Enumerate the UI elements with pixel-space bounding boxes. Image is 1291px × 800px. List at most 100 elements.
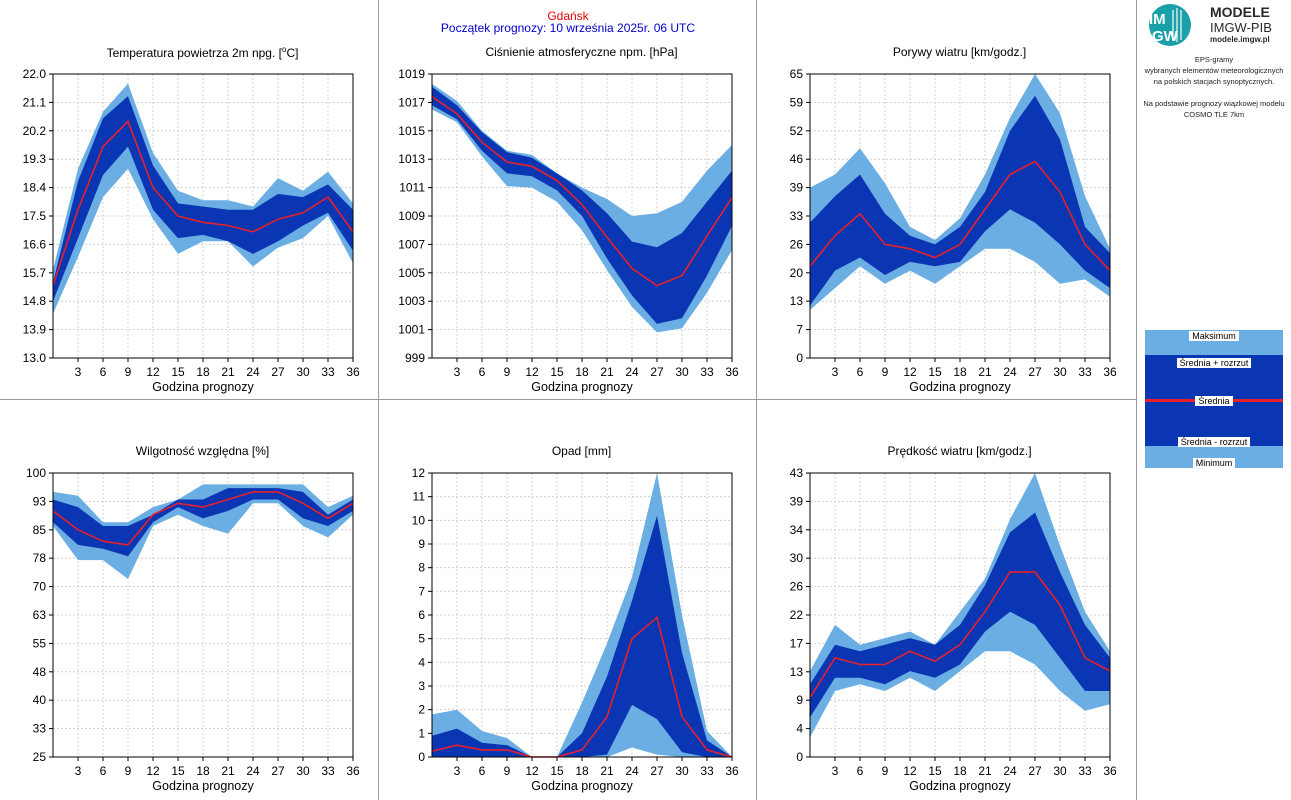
x-tick-label: 33 [321, 365, 335, 379]
legend-label-mean-text: Średnia [1195, 396, 1233, 406]
x-tick-label: 30 [296, 764, 310, 778]
x-tick-label: 33 [321, 764, 335, 778]
x-tick-label: 3 [832, 365, 839, 379]
y-tick-label: 4 [418, 655, 425, 669]
x-tick-label: 18 [196, 764, 210, 778]
band-spread [53, 488, 353, 557]
x-tick-label: 27 [1028, 764, 1042, 778]
note-line-3: na polskich stacjach synoptycznych. [1153, 77, 1275, 86]
y-tick-label: 9 [796, 693, 803, 707]
chart-title-gusts: Porywy wiatru [km/godz.] [892, 45, 1027, 59]
legend-label-max-text: Maksimum [1189, 331, 1239, 341]
y-tick-label: 13.0 [23, 351, 47, 365]
x-tick-label: 33 [700, 365, 714, 379]
y-tick-label: 15.7 [23, 266, 47, 280]
y-tick-label: 26 [790, 237, 804, 251]
y-tick-label: 52 [790, 124, 804, 138]
y-tick-label: 46 [790, 152, 804, 166]
x-tick-label: 3 [454, 365, 461, 379]
y-tick-label: 55 [33, 636, 47, 650]
y-tick-label: 14.8 [23, 294, 47, 308]
y-tick-label: 1011 [399, 181, 425, 195]
x-tick-label: 27 [650, 365, 664, 379]
mean-line [52, 491, 354, 546]
chart-title-pressure: Ciśnienie atmosferyczne npm. [hPa] [485, 45, 678, 59]
legend-label-mean-minus-text: Średnia - rozrzut [1177, 437, 1251, 447]
x-tick-label: 21 [978, 764, 992, 778]
legend: Maksimum Średnia + rozrzut Średnia Średn… [1145, 330, 1283, 468]
x-tick-label: 9 [504, 764, 511, 778]
y-tick-label: 43 [790, 466, 804, 480]
note-line-5: COSMO TLE 7km [1183, 110, 1245, 119]
panel-frame-right [757, 0, 1137, 800]
x-tick-label: 21 [600, 365, 614, 379]
x-tick-label: 18 [575, 764, 589, 778]
imgw-logo-mark-top: IM [1149, 11, 1166, 28]
y-tick-label: 22.0 [23, 67, 47, 81]
panel-frame-row-divider [0, 399, 1137, 400]
y-tick-label: 30 [790, 551, 804, 565]
x-tick-label: 12 [903, 764, 917, 778]
x-tick-label: 24 [1003, 365, 1017, 379]
legend-label-min: Minimum [1145, 458, 1283, 468]
x-tick-label: 30 [1053, 764, 1067, 778]
y-tick-label: 34 [790, 523, 804, 537]
y-tick-label: 1003 [398, 294, 425, 308]
x-tick-label: 27 [271, 365, 285, 379]
x-tick-label: 9 [882, 764, 889, 778]
x-tick-label: 21 [221, 764, 235, 778]
mean-line [52, 119, 354, 286]
x-tick-label: 33 [700, 764, 714, 778]
note-line-1: EPS-gramy [1194, 55, 1234, 64]
x-axis-label: Godzina prognozy [531, 779, 633, 793]
legend-label-max: Maksimum [1145, 331, 1283, 341]
y-tick-label: 93 [33, 494, 47, 508]
x-tick-label: 6 [100, 365, 107, 379]
note-line-4: Na podstawie prognozy wiązkowej modelu [1143, 99, 1285, 108]
y-tick-label: 7 [418, 584, 425, 598]
x-tick-label: 15 [928, 365, 942, 379]
x-tick-label: 18 [953, 365, 967, 379]
y-tick-label: 26 [790, 580, 804, 594]
legend-label-mean-plus: Średnia + rozrzut [1145, 358, 1283, 368]
y-tick-label: 0 [418, 750, 425, 764]
mean-line [431, 615, 733, 758]
x-tick-label: 30 [1053, 365, 1067, 379]
chart-title-precipitation: Opad [mm] [551, 444, 612, 458]
imgw-logo: IM GW [1149, 4, 1191, 46]
y-tick-label: 11 [413, 490, 426, 504]
x-tick-label: 15 [171, 365, 185, 379]
y-tick-label: 6 [418, 608, 425, 622]
x-tick-label: 27 [271, 764, 285, 778]
x-tick-label: 21 [221, 365, 235, 379]
y-tick-label: 13 [790, 665, 804, 679]
y-tick-label: 12 [412, 466, 426, 480]
degree-sign: o [281, 45, 287, 54]
y-tick-label: 20 [790, 266, 804, 280]
y-tick-label: 17 [790, 636, 804, 650]
y-tick-label: 63 [33, 608, 47, 622]
y-tick-label: 18.4 [23, 181, 47, 195]
band-spread [810, 95, 1110, 306]
x-tick-label: 12 [903, 365, 917, 379]
x-tick-label: 3 [454, 764, 461, 778]
y-tick-label: 19.3 [23, 152, 47, 166]
y-tick-label: 7 [796, 323, 803, 337]
y-tick-label: 5 [418, 632, 425, 646]
y-tick-label: 3 [418, 679, 425, 693]
y-tick-label: 39 [790, 181, 804, 195]
x-tick-label: 18 [575, 365, 589, 379]
x-tick-label: 12 [146, 764, 160, 778]
x-tick-label: 33 [1078, 764, 1092, 778]
x-tick-label: 9 [125, 365, 132, 379]
y-tick-label: 2 [418, 703, 425, 717]
y-tick-label: 100 [26, 466, 46, 480]
y-tick-label: 22 [790, 608, 804, 622]
y-tick-label: 9 [418, 537, 425, 551]
x-tick-label: 30 [675, 764, 689, 778]
x-axis-label: Godzina prognozy [152, 380, 254, 394]
forecast-start: Początek prognozy: 10 września 2025r. 06… [440, 21, 696, 35]
y-tick-label: 0 [796, 351, 803, 365]
x-axis-label: Godzina prognozy [152, 779, 254, 793]
